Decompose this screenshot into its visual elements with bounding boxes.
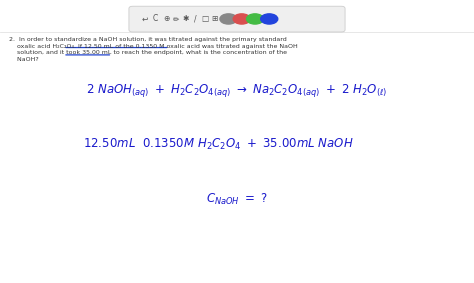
Text: $\mathit{C_{NaOH}\ =\ ?}$: $\mathit{C_{NaOH}\ =\ ?}$ (206, 192, 268, 207)
Text: $\mathit{2\ NaOH_{(aq)}\ +\ H_2C_2O_{4(aq)}\ \rightarrow\ Na_2C_2O_{4(aq)}\ +\ 2: $\mathit{2\ NaOH_{(aq)}\ +\ H_2C_2O_{4(a… (86, 82, 388, 99)
Text: /: / (194, 14, 197, 23)
Text: □: □ (201, 14, 209, 23)
Circle shape (246, 14, 264, 24)
Text: ✱: ✱ (182, 14, 189, 23)
Text: 2.  In order to standardize a NaOH solution, it was titrated against the primary: 2. In order to standardize a NaOH soluti… (9, 37, 297, 62)
Text: ⊕: ⊕ (164, 14, 170, 23)
Circle shape (261, 14, 278, 24)
Text: ✏: ✏ (173, 14, 180, 23)
Text: $\mathit{12.50mL\ \ 0.1350M\ H_2C_2O_4\ +\ 35.00mL\ NaOH}$: $\mathit{12.50mL\ \ 0.1350M\ H_2C_2O_4\ … (83, 137, 353, 152)
Text: ↩: ↩ (141, 14, 148, 23)
Text: C: C (153, 14, 158, 23)
Circle shape (220, 14, 237, 24)
Circle shape (233, 14, 250, 24)
FancyBboxPatch shape (129, 6, 345, 32)
Text: ⊞: ⊞ (211, 14, 218, 23)
